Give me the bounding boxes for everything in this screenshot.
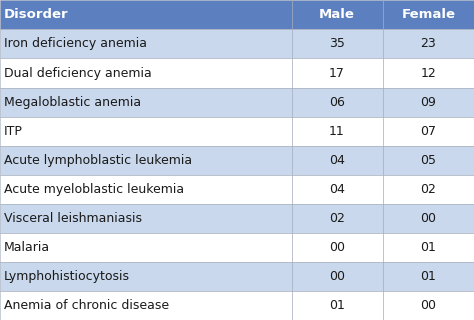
Text: Megaloblastic anemia: Megaloblastic anemia xyxy=(4,96,141,108)
Text: Female: Female xyxy=(401,8,455,21)
Bar xyxy=(292,233,383,262)
Text: 09: 09 xyxy=(420,96,436,108)
Bar xyxy=(383,59,474,88)
Bar xyxy=(383,88,474,116)
Bar xyxy=(0,116,292,146)
Text: 12: 12 xyxy=(420,67,436,80)
Text: 02: 02 xyxy=(329,212,345,225)
Text: Lymphohistiocytosis: Lymphohistiocytosis xyxy=(4,270,130,283)
Text: 00: 00 xyxy=(420,299,436,312)
Text: Male: Male xyxy=(319,8,355,21)
Text: Disorder: Disorder xyxy=(4,8,68,21)
Bar xyxy=(292,88,383,116)
Bar xyxy=(292,262,383,291)
Bar xyxy=(292,116,383,146)
Text: 35: 35 xyxy=(329,37,345,51)
Text: 07: 07 xyxy=(420,124,436,138)
Bar xyxy=(0,291,292,320)
Bar xyxy=(0,146,292,175)
Text: 04: 04 xyxy=(329,183,345,196)
Bar xyxy=(383,175,474,204)
Bar xyxy=(0,88,292,116)
Bar xyxy=(383,233,474,262)
Bar xyxy=(292,291,383,320)
Bar xyxy=(292,0,383,29)
Text: 23: 23 xyxy=(420,37,436,51)
Bar xyxy=(0,175,292,204)
Text: 04: 04 xyxy=(329,154,345,167)
Bar xyxy=(383,204,474,233)
Bar xyxy=(0,233,292,262)
Text: 00: 00 xyxy=(420,212,436,225)
Bar xyxy=(292,204,383,233)
Bar xyxy=(383,291,474,320)
Text: 00: 00 xyxy=(329,241,345,254)
Bar xyxy=(383,29,474,59)
Bar xyxy=(292,59,383,88)
Text: 02: 02 xyxy=(420,183,436,196)
Bar xyxy=(0,59,292,88)
Text: Acute lymphoblastic leukemia: Acute lymphoblastic leukemia xyxy=(4,154,192,167)
Bar xyxy=(383,262,474,291)
Text: 17: 17 xyxy=(329,67,345,80)
Text: ITP: ITP xyxy=(4,124,23,138)
Text: 06: 06 xyxy=(329,96,345,108)
Text: Dual deficiency anemia: Dual deficiency anemia xyxy=(4,67,152,80)
Bar xyxy=(383,146,474,175)
Bar xyxy=(383,116,474,146)
Text: Visceral leishmaniasis: Visceral leishmaniasis xyxy=(4,212,142,225)
Text: Malaria: Malaria xyxy=(4,241,50,254)
Bar xyxy=(0,204,292,233)
Text: 00: 00 xyxy=(329,270,345,283)
Bar xyxy=(383,0,474,29)
Text: 11: 11 xyxy=(329,124,345,138)
Bar xyxy=(0,0,292,29)
Bar xyxy=(0,29,292,59)
Bar xyxy=(292,29,383,59)
Text: Acute myeloblastic leukemia: Acute myeloblastic leukemia xyxy=(4,183,184,196)
Text: 01: 01 xyxy=(420,241,436,254)
Text: 05: 05 xyxy=(420,154,436,167)
Text: Iron deficiency anemia: Iron deficiency anemia xyxy=(4,37,147,51)
Bar xyxy=(292,175,383,204)
Bar xyxy=(0,262,292,291)
Text: 01: 01 xyxy=(329,299,345,312)
Text: Anemia of chronic disease: Anemia of chronic disease xyxy=(4,299,169,312)
Bar xyxy=(292,146,383,175)
Text: 01: 01 xyxy=(420,270,436,283)
